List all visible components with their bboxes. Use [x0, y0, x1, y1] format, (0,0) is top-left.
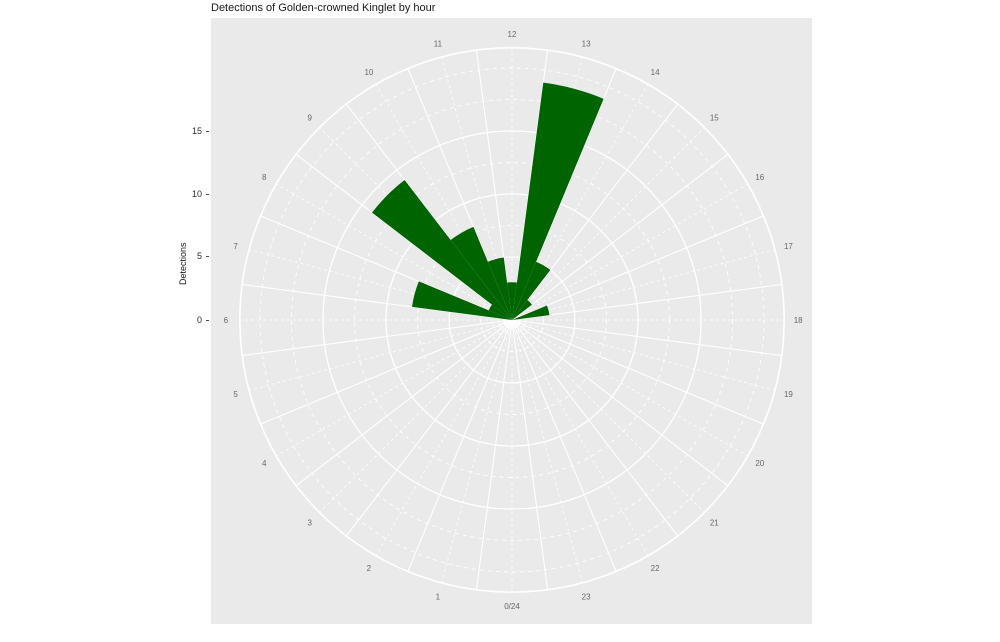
grid-ring-outer: [239, 47, 785, 593]
hour-label-5: 5: [233, 390, 238, 399]
y-tick-mark-5: [206, 256, 209, 257]
polar-bars: [372, 82, 604, 321]
y-tick-label-10: 10: [191, 189, 202, 199]
grid-ring-minor: [259, 67, 765, 573]
grid-spoke-minor: [319, 319, 513, 513]
grid-spoke: [511, 153, 729, 321]
hour-label-22: 22: [651, 564, 660, 573]
grid-spoke-minor: [375, 319, 513, 556]
y-tick-label-15: 15: [191, 126, 202, 136]
grid-spoke: [407, 319, 513, 572]
grid-spoke: [260, 215, 513, 321]
grid-spoke: [511, 319, 729, 487]
grid-spoke: [242, 283, 513, 321]
polar-bar-hour-13: [512, 82, 604, 321]
hour-label-15: 15: [710, 114, 719, 123]
polar-bar-hour-12: [507, 282, 517, 320]
polar-bar-hour-9: [372, 180, 512, 320]
hour-label-9: 9: [307, 114, 312, 123]
y-tick-label-5: 5: [196, 251, 202, 261]
hour-label-14: 14: [651, 68, 660, 77]
grid-spoke-minor: [249, 319, 513, 391]
grid-ring-minor: [354, 162, 670, 478]
grid-spoke: [260, 319, 513, 425]
grid-spoke: [475, 319, 513, 590]
grid-spoke-minor: [511, 319, 775, 391]
hour-label-1: 1: [436, 592, 441, 601]
hour-label-2: 2: [367, 564, 372, 573]
grid-spoke: [511, 319, 782, 357]
hour-label-10: 10: [364, 68, 373, 77]
grid-ring-major: [448, 256, 576, 384]
grid-spoke: [511, 319, 764, 425]
grid-spoke: [511, 50, 549, 321]
hour-label-23: 23: [582, 592, 591, 601]
hour-label-19: 19: [784, 390, 793, 399]
grid-spoke: [511, 283, 782, 321]
grid-spoke: [345, 319, 513, 537]
y-tick-label-0: 0: [196, 315, 202, 325]
grid-spoke-minor: [511, 319, 748, 457]
grid-ring-minor: [417, 225, 607, 415]
polar-bar-hour-10: [450, 226, 512, 320]
polar-bar-hour-11: [487, 257, 512, 320]
grid-ring-minor: [291, 99, 733, 541]
hour-label-12: 12: [508, 30, 517, 39]
grid-spoke: [511, 103, 679, 321]
grid-spoke: [511, 319, 617, 572]
hour-labels: 0/24123456789101112131415161718192021222…: [224, 30, 804, 611]
y-tick-mark-0: [206, 320, 209, 321]
grid-spoke-minor: [511, 249, 775, 321]
hour-label-20: 20: [755, 459, 764, 468]
polar-bar-hour-7: [412, 281, 512, 320]
grid-spoke: [242, 319, 513, 357]
grid-spoke: [345, 103, 513, 321]
polar-grid: [239, 47, 785, 593]
grid-spoke-minor: [276, 319, 513, 457]
grid-spoke: [511, 319, 679, 537]
hour-label-6: 6: [224, 316, 229, 325]
grid-spoke-minor: [511, 319, 583, 583]
y-tick-mark-15: [206, 131, 209, 132]
grid-spoke: [295, 153, 513, 321]
hour-label-7: 7: [233, 242, 238, 251]
grid-spoke-minor: [511, 319, 649, 556]
hour-label-18: 18: [794, 316, 803, 325]
grid-ring-major: [385, 193, 639, 447]
grid-spoke-minor: [511, 319, 705, 513]
hour-label-21: 21: [710, 518, 719, 527]
y-tick-mark-10: [206, 194, 209, 195]
grid-spoke: [511, 68, 617, 321]
hour-label-4: 4: [262, 459, 267, 468]
polar-bar-hour-14: [512, 261, 551, 320]
grid-spoke: [295, 319, 513, 487]
hour-label-8: 8: [262, 173, 267, 182]
polar-bar-hour-15: [512, 300, 532, 320]
grid-ring-minor: [480, 288, 544, 352]
hour-label-3: 3: [307, 518, 312, 527]
hour-label-11: 11: [434, 40, 443, 49]
hour-label-17: 17: [784, 242, 793, 251]
grid-spoke: [511, 319, 549, 590]
polar-bar-hour-17: [512, 305, 550, 320]
grid-ring-major: [322, 130, 702, 510]
hour-label-0-24: 0/24: [504, 602, 520, 611]
polar-bar-hour-8: [488, 304, 512, 320]
grid-spoke-minor: [441, 319, 513, 583]
grid-spoke: [511, 215, 764, 321]
hour-label-13: 13: [582, 40, 591, 49]
hour-label-16: 16: [755, 173, 764, 182]
page-title: Detections of Golden-crowned Kinglet by …: [211, 2, 436, 14]
